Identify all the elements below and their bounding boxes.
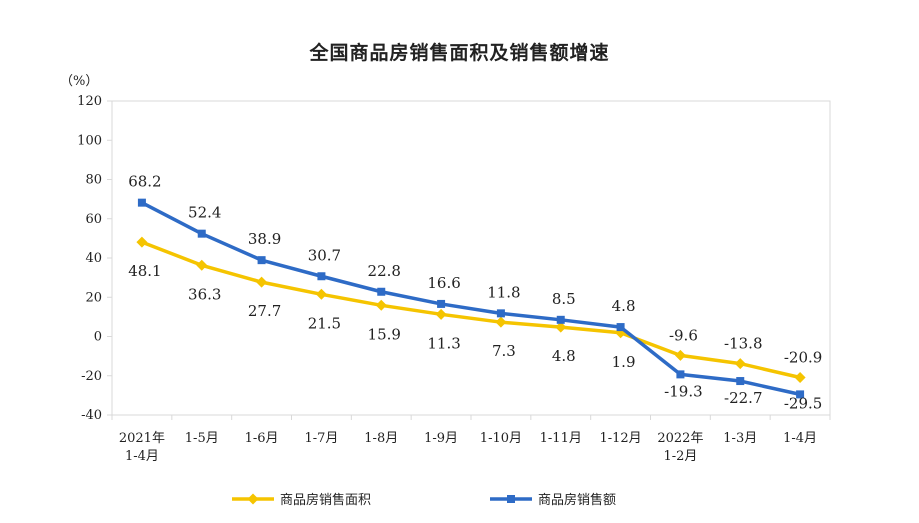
data-label: 4.8: [552, 347, 576, 365]
x-tick-label-line: 1-11月: [540, 431, 582, 446]
data-labels: 48.1 36.3 27.7 21.5 15.9 11.3 7.3 4.8 1.9 -9.6 -13…: [128, 173, 822, 413]
legend-label: 商品房销售额: [538, 492, 616, 508]
data-point: [435, 308, 447, 320]
data-label: 1.9: [612, 353, 636, 371]
x-tick-label-line: 2021年: [119, 431, 165, 446]
data-point: [495, 316, 507, 328]
data-point: [555, 321, 567, 333]
data-point: [437, 299, 446, 308]
data-point: [137, 198, 146, 207]
data-point: [796, 390, 805, 399]
x-tick-label-line: 1-7月: [304, 431, 338, 446]
legend-marker: [507, 495, 515, 503]
data-point: [317, 272, 326, 281]
data-label: 22.8: [368, 262, 401, 280]
data-label: 11.3: [427, 334, 460, 352]
y-tick-label: -40: [81, 408, 102, 423]
data-label: -22.7: [724, 389, 762, 407]
x-tick-label: 2021年 1-4月: [119, 431, 165, 464]
x-tick-label-line: 1-8月: [364, 431, 398, 446]
x-tick-label: 1-7月: [304, 431, 338, 446]
data-point: [136, 236, 148, 248]
data-label: 36.3: [188, 285, 221, 303]
data-label: 48.1: [128, 262, 161, 280]
series-layer: [136, 198, 806, 399]
data-point: [794, 372, 806, 384]
x-tick-label: 2022年 1-2月: [657, 431, 703, 464]
data-label: 15.9: [368, 325, 401, 343]
data-point: [616, 323, 625, 332]
x-tick-label: 1-5月: [185, 431, 219, 446]
x-tick-label-line: 1-12月: [599, 431, 641, 446]
data-label: 27.7: [248, 302, 281, 320]
data-label: 38.9: [248, 230, 281, 248]
y-axis-unit: （%）: [60, 74, 98, 89]
data-point: [196, 259, 208, 271]
y-tick-label: 100: [77, 133, 102, 148]
data-point: [734, 358, 746, 370]
data-label: 68.2: [128, 173, 161, 191]
data-label: 4.8: [612, 297, 636, 315]
x-tick-label: 1-4月: [783, 431, 817, 446]
x-tick-label-line: 2022年: [657, 431, 703, 446]
data-point: [315, 288, 327, 300]
data-label: -20.9: [784, 349, 822, 367]
chart-title: 全国商品房销售面积及销售额增速: [309, 42, 610, 64]
axes: -40 -20 0 20 40 60 80 100 120 （%） 2021年 1-4月 1-5月 1-6…: [60, 74, 831, 464]
data-point: [496, 309, 505, 318]
x-tick-label: 1-12月: [599, 431, 641, 446]
data-label: 52.4: [188, 204, 221, 222]
data-label: -19.3: [664, 382, 702, 400]
data-label: 16.6: [427, 274, 460, 292]
data-label: -9.6: [669, 326, 698, 344]
x-tick-label: 1-6月: [245, 431, 279, 446]
y-tick-label: -20: [81, 369, 102, 384]
y-tick-label: 0: [94, 330, 102, 345]
legend-label: 商品房销售面积: [280, 492, 371, 508]
data-label: 21.5: [308, 314, 341, 332]
data-point: [736, 377, 745, 386]
plot-frame: [111, 100, 831, 416]
data-point: [676, 370, 685, 379]
legend-marker: [247, 493, 259, 505]
y-tick-label: 60: [85, 212, 102, 227]
x-tick-label-line: 1-4月: [783, 431, 817, 446]
x-tick-label: 1-9月: [424, 431, 458, 446]
series-line-1: [141, 201, 801, 397]
data-point: [257, 256, 266, 265]
x-tick-label-line: 1-5月: [185, 431, 219, 446]
x-tick-label-line: 1-6月: [245, 431, 279, 446]
x-tick-label-line: 1-3月: [723, 431, 757, 446]
x-tick-label-line: 1-10月: [480, 431, 522, 446]
data-label: 30.7: [308, 246, 341, 264]
data-point: [375, 299, 387, 311]
data-point: [256, 276, 268, 288]
data-point: [556, 315, 565, 324]
x-tick-label: 1-10月: [480, 431, 522, 446]
data-point: [377, 287, 386, 296]
x-tick-label-line: 1-9月: [424, 431, 458, 446]
legend: 商品房销售面积 商品房销售额: [232, 492, 616, 508]
data-label: -13.8: [724, 335, 762, 353]
data-label: -29.5: [784, 394, 822, 412]
y-tick-label: 120: [77, 94, 102, 109]
x-tick-label: 1-3月: [723, 431, 757, 446]
y-tick-label: 40: [85, 251, 102, 266]
y-tick-label: 80: [85, 173, 102, 188]
data-point: [197, 229, 206, 238]
data-label: 7.3: [492, 342, 516, 360]
x-tick-label-line: 1-2月: [663, 449, 697, 464]
data-label: 11.8: [487, 283, 520, 301]
x-tick-label-line: 1-4月: [125, 449, 159, 464]
data-label: 8.5: [552, 290, 576, 308]
x-tick-label: 1-8月: [364, 431, 398, 446]
series-line-0: [141, 240, 801, 380]
y-tick-label: 20: [85, 290, 102, 305]
x-tick-label: 1-11月: [540, 431, 582, 446]
data-point: [674, 349, 686, 361]
